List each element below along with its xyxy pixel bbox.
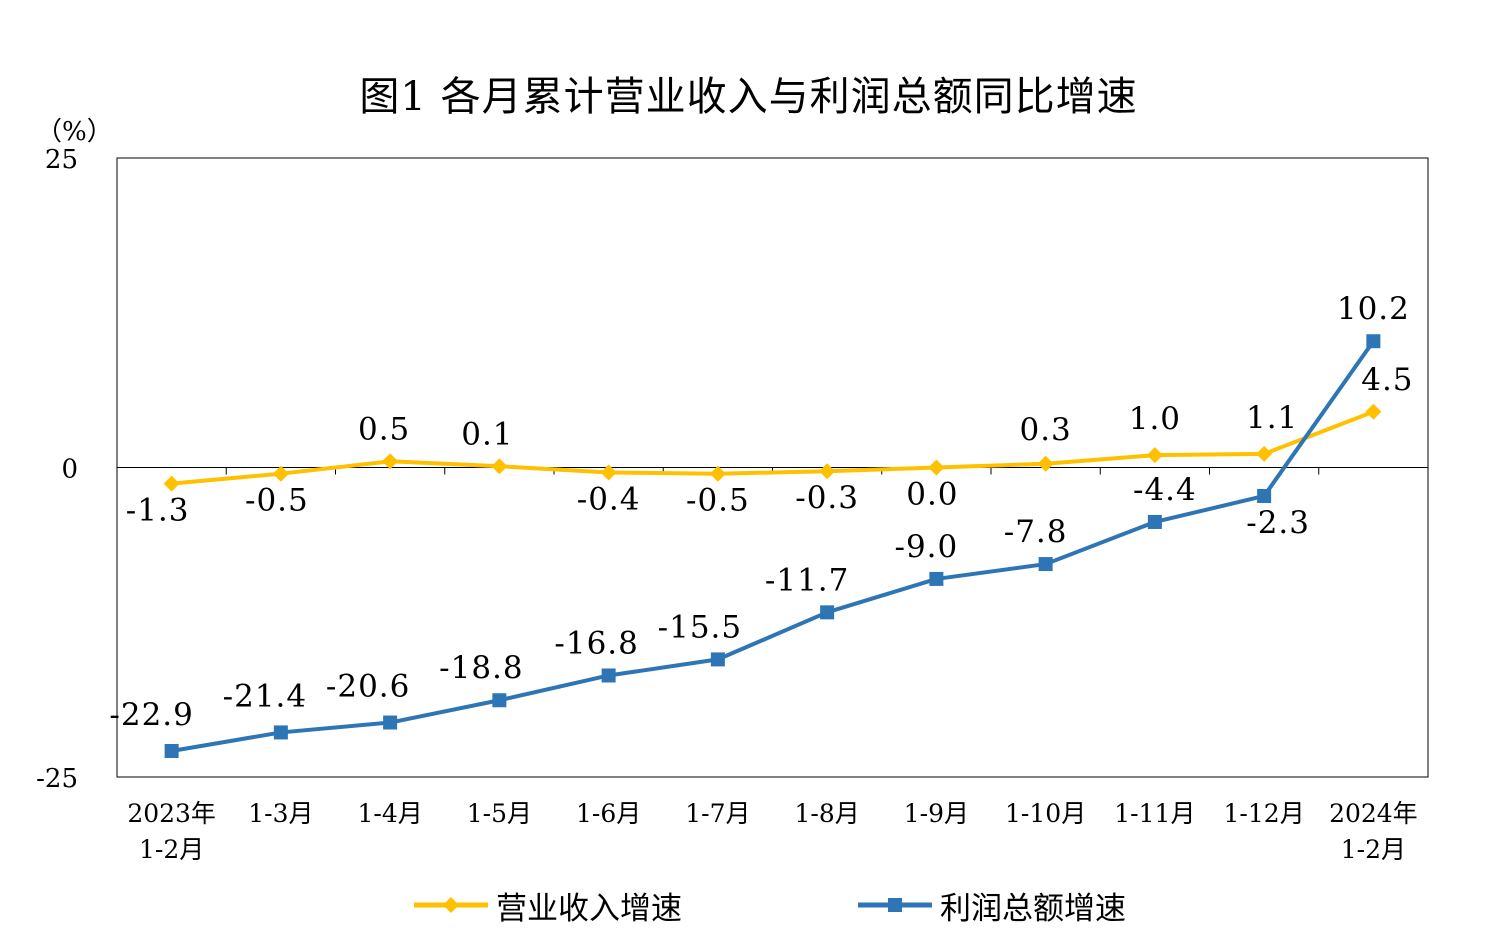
profit-point bbox=[601, 668, 616, 683]
x-tick-label: 1-8月 bbox=[794, 799, 859, 828]
data-label: -0.5 bbox=[245, 483, 309, 519]
data-label: 0.3 bbox=[1019, 412, 1071, 448]
data-label: 10.2 bbox=[1337, 291, 1410, 327]
data-label: -7.8 bbox=[1004, 514, 1068, 550]
data-label: -20.6 bbox=[326, 669, 411, 705]
profit-point bbox=[383, 715, 398, 730]
x-tick-label: 1-2月 bbox=[139, 835, 204, 864]
profit-point bbox=[1257, 488, 1272, 503]
data-label: -9.0 bbox=[894, 529, 958, 565]
y-tick-label: -25 bbox=[36, 764, 78, 794]
legend-item-revenue: 营业收入增速 bbox=[412, 880, 682, 930]
data-label: -0.3 bbox=[795, 480, 859, 516]
profit-point bbox=[273, 725, 288, 740]
legend-revenue-label: 营业收入增速 bbox=[496, 890, 682, 927]
series-line-revenue bbox=[171, 409, 1375, 486]
y-tick-label: 0 bbox=[61, 455, 78, 485]
revenue-point bbox=[819, 463, 836, 480]
data-label: -16.8 bbox=[554, 625, 639, 661]
legend-profit-marker-icon bbox=[858, 898, 932, 912]
profit-point bbox=[164, 744, 179, 759]
data-label: -0.5 bbox=[686, 483, 750, 519]
profit-point bbox=[1366, 334, 1381, 349]
x-tick-label: 1-11月 bbox=[1114, 799, 1195, 828]
data-label: 1.0 bbox=[1129, 401, 1181, 437]
revenue-point bbox=[1037, 455, 1054, 472]
profit-point bbox=[929, 571, 944, 586]
data-label: 4.5 bbox=[1361, 362, 1413, 398]
revenue-point bbox=[1146, 447, 1163, 464]
data-label: 0.1 bbox=[461, 416, 513, 452]
x-tick-label: 1-6月 bbox=[576, 799, 641, 828]
x-tick-label: 2024年 bbox=[1329, 799, 1418, 828]
revenue-point bbox=[709, 465, 726, 482]
revenue-point bbox=[163, 475, 180, 492]
profit-point bbox=[710, 652, 725, 667]
profit-point bbox=[492, 693, 507, 708]
data-label: -1.3 bbox=[126, 493, 190, 529]
x-tick-label: 1-10月 bbox=[1005, 799, 1086, 828]
legend-revenue-marker-icon bbox=[414, 897, 488, 913]
data-label: -15.5 bbox=[658, 609, 743, 645]
profit-point bbox=[820, 605, 835, 620]
x-tick-label: 1-2月 bbox=[1341, 835, 1406, 864]
data-label: -18.8 bbox=[439, 650, 524, 686]
data-label: -2.3 bbox=[1246, 505, 1310, 541]
y-unit-label: （%） bbox=[36, 117, 113, 147]
y-tick-label: 25 bbox=[45, 145, 78, 175]
revenue-point bbox=[928, 459, 945, 476]
data-label: -11.7 bbox=[765, 562, 850, 598]
x-tick-label: 1-5月 bbox=[467, 799, 532, 828]
x-tick-label: 2023年 bbox=[127, 799, 216, 828]
data-label: -4.4 bbox=[1133, 472, 1197, 508]
revenue-point bbox=[382, 453, 399, 470]
chart-title: 图1 各月累计营业收入与利润总额同比增速 bbox=[359, 74, 1138, 120]
x-tick-label: 1-3月 bbox=[248, 799, 313, 828]
revenue-point bbox=[1256, 445, 1273, 462]
legend-item-profit: 利润总额增速 bbox=[856, 880, 1126, 930]
legend-profit-label: 利润总额增速 bbox=[940, 890, 1126, 927]
x-tick-label: 1-9月 bbox=[904, 799, 969, 828]
x-tick-label: 1-12月 bbox=[1224, 799, 1305, 828]
data-label: -22.9 bbox=[109, 697, 194, 733]
data-label: -0.4 bbox=[577, 481, 641, 517]
data-label: 0.5 bbox=[358, 411, 410, 447]
x-tick-label: 1-4月 bbox=[357, 799, 422, 828]
revenue-point bbox=[1365, 403, 1382, 420]
data-label: -21.4 bbox=[223, 678, 308, 714]
data-label: 0.0 bbox=[906, 477, 958, 513]
x-tick-label: 1-7月 bbox=[685, 799, 750, 828]
series-line-profit bbox=[171, 340, 1376, 753]
profit-point bbox=[1038, 557, 1053, 572]
revenue-point bbox=[491, 458, 508, 475]
revenue-point bbox=[272, 465, 289, 482]
data-label: 1.1 bbox=[1246, 400, 1298, 436]
revenue-point bbox=[600, 464, 617, 481]
profit-point bbox=[1147, 514, 1162, 529]
